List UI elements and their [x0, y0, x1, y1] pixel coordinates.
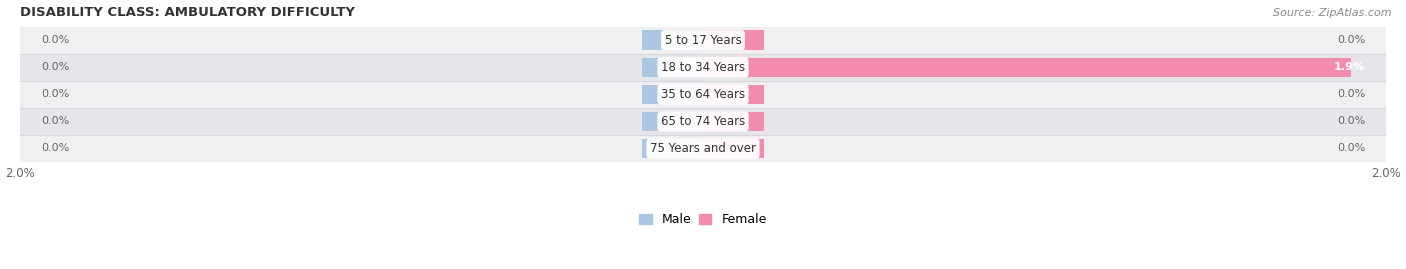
Text: 5 to 17 Years: 5 to 17 Years: [665, 34, 741, 47]
Bar: [641, 112, 703, 131]
Bar: [21, 108, 1385, 135]
Text: 1.9%: 1.9%: [1334, 62, 1365, 72]
Text: 0.0%: 0.0%: [41, 89, 69, 99]
Text: 0.0%: 0.0%: [41, 35, 69, 45]
Text: 0.0%: 0.0%: [1337, 116, 1365, 126]
Text: DISABILITY CLASS: AMBULATORY DIFFICULTY: DISABILITY CLASS: AMBULATORY DIFFICULTY: [21, 6, 356, 19]
Text: 65 to 74 Years: 65 to 74 Years: [661, 115, 745, 128]
Bar: [703, 112, 765, 131]
Bar: [21, 54, 1385, 81]
Bar: [641, 58, 703, 77]
Bar: [641, 84, 703, 104]
Bar: [21, 81, 1385, 108]
Text: 0.0%: 0.0%: [1337, 89, 1365, 99]
Bar: [703, 139, 765, 158]
Bar: [21, 27, 1385, 54]
Text: 75 Years and over: 75 Years and over: [650, 142, 756, 155]
Bar: [21, 135, 1385, 162]
Text: 35 to 64 Years: 35 to 64 Years: [661, 88, 745, 101]
Legend: Male, Female: Male, Female: [640, 213, 766, 226]
Bar: [703, 84, 765, 104]
Text: 0.0%: 0.0%: [41, 116, 69, 126]
Text: 0.0%: 0.0%: [41, 62, 69, 72]
Text: Source: ZipAtlas.com: Source: ZipAtlas.com: [1274, 8, 1392, 18]
Bar: [641, 139, 703, 158]
Text: 0.0%: 0.0%: [41, 143, 69, 153]
Bar: [641, 30, 703, 50]
Text: 0.0%: 0.0%: [1337, 35, 1365, 45]
Text: 18 to 34 Years: 18 to 34 Years: [661, 61, 745, 74]
Bar: [703, 58, 1351, 77]
Bar: [703, 30, 765, 50]
Text: 0.0%: 0.0%: [1337, 143, 1365, 153]
